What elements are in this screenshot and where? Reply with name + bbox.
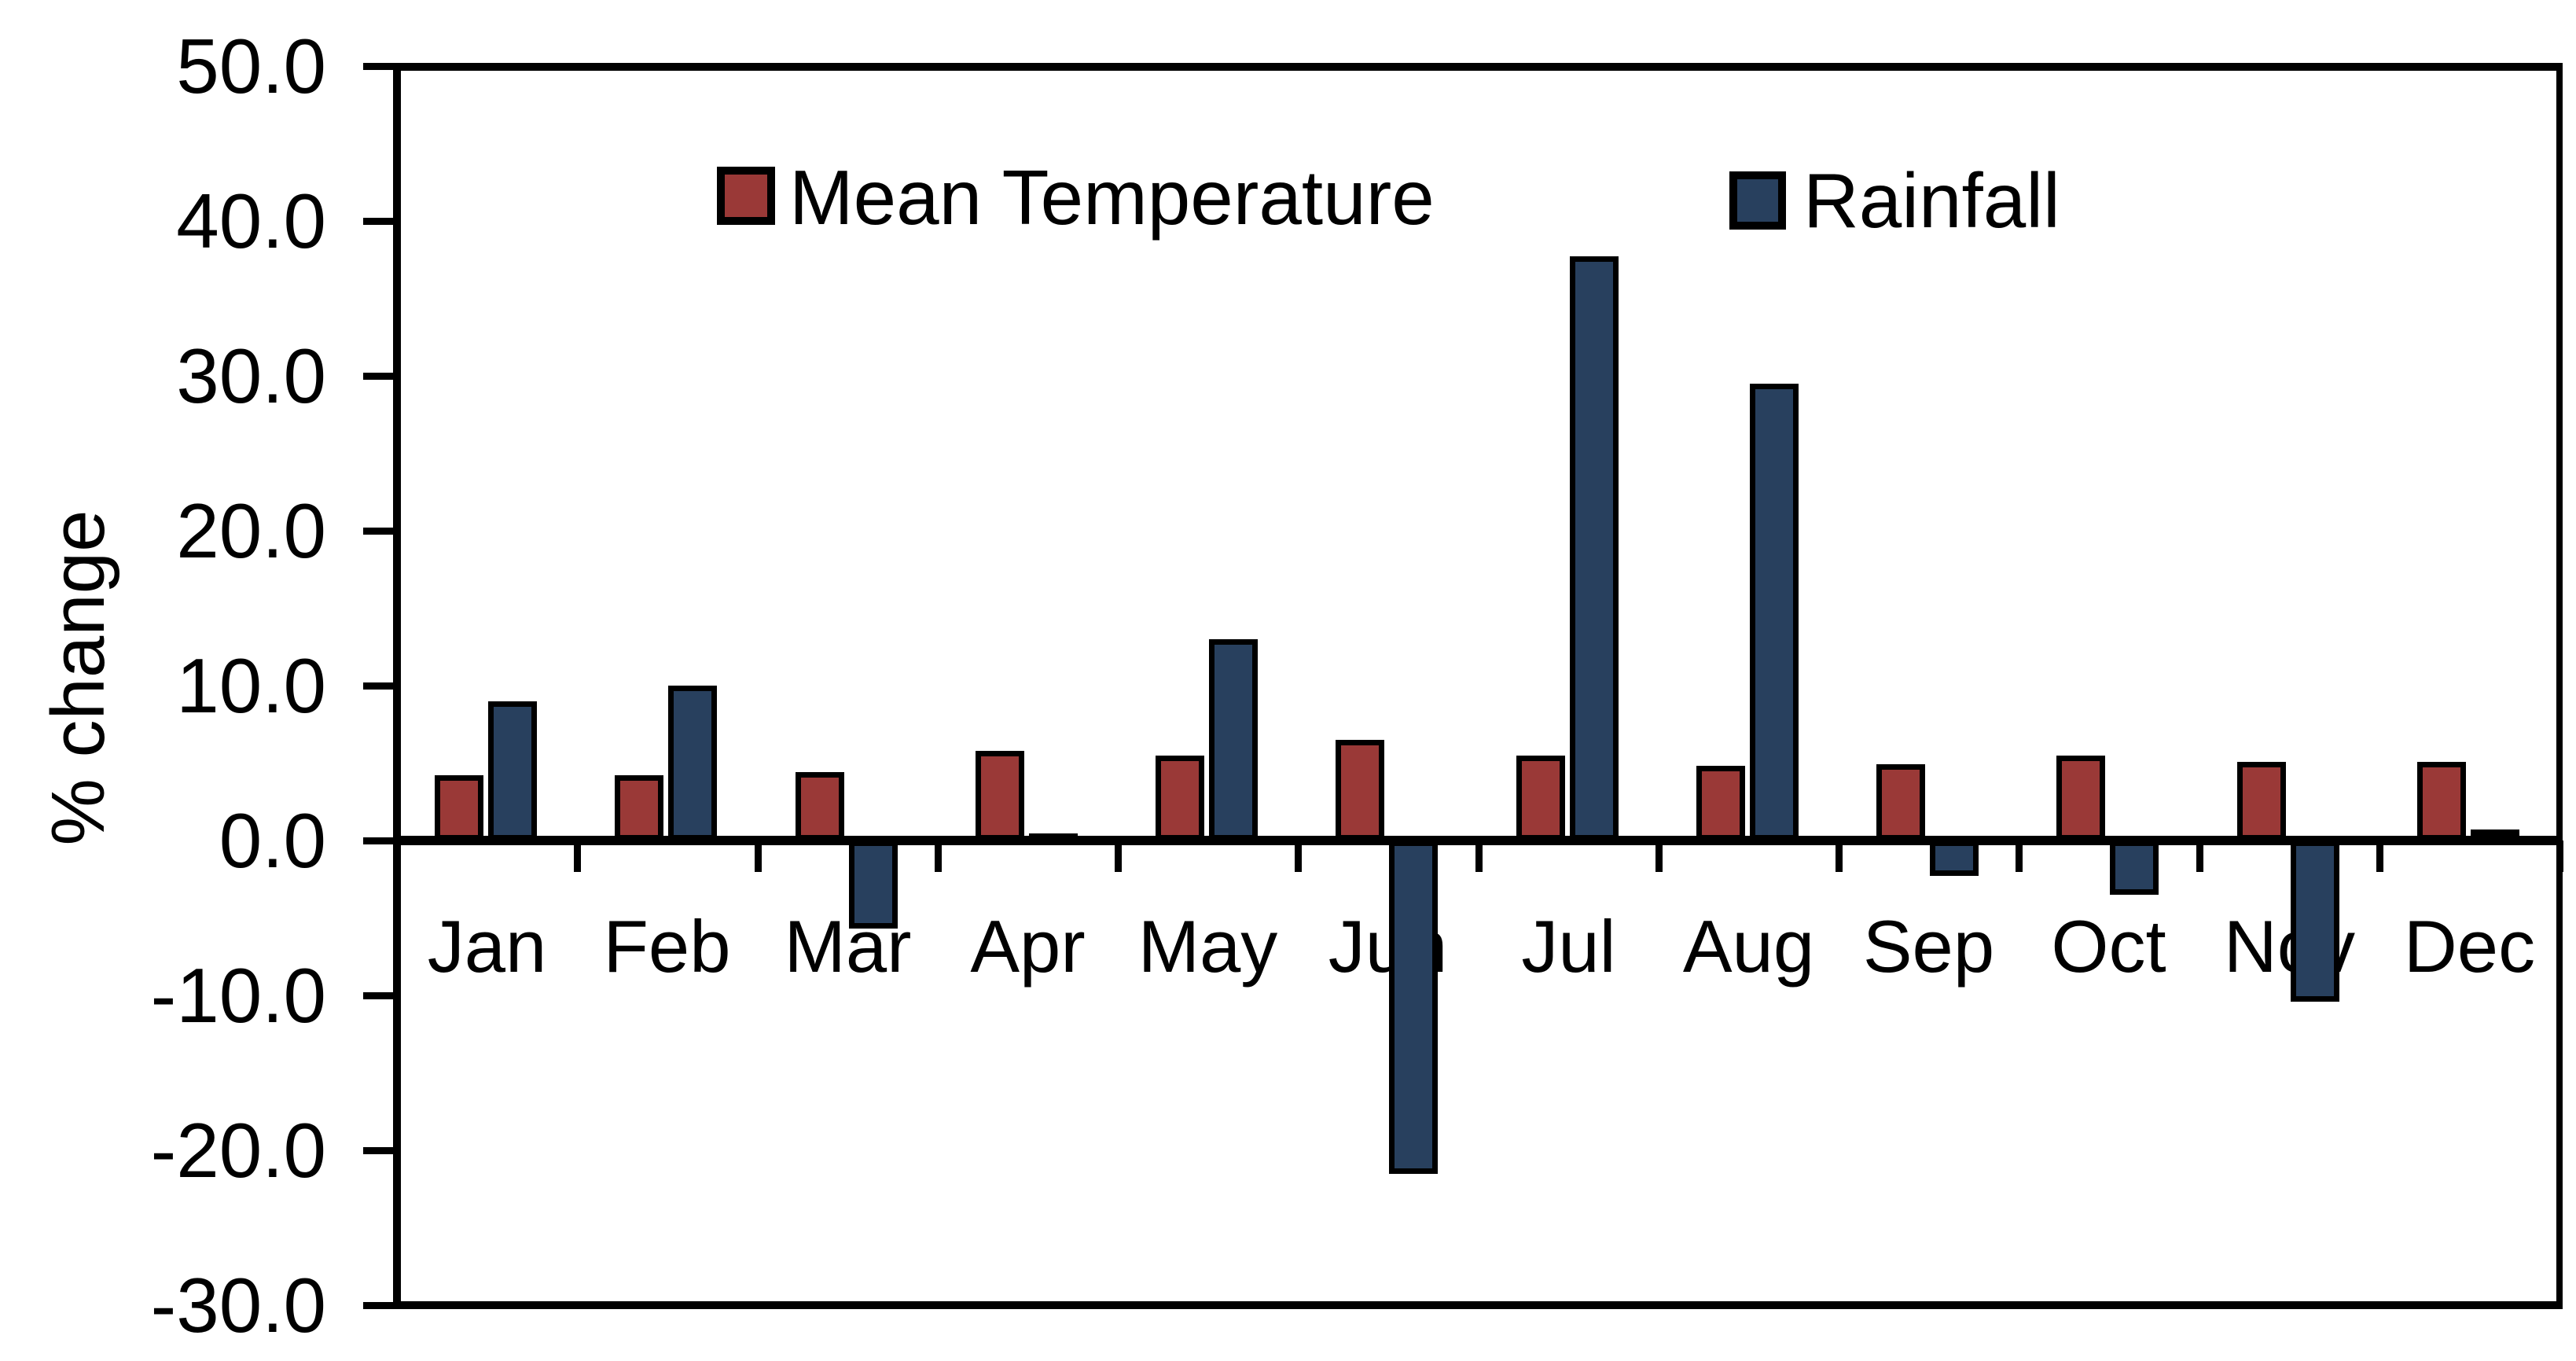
y-tick [363,1302,397,1309]
y-tick [363,373,397,380]
x-tick [1836,841,1843,872]
bar-rainfall-feb [668,686,717,841]
bar-rainfall-mar [849,841,898,929]
bar-rainfall-sep [1930,841,1979,876]
bar-mean-temperature-jun [1336,740,1384,841]
y-tick [363,218,397,225]
x-category-label: Aug [1682,905,1815,988]
x-tick [2376,841,2383,872]
y-tick-label: 20.0 [176,487,326,574]
bar-rainfall-may [1209,639,1258,841]
x-category-label: Apr [970,905,1086,988]
bar-mean-temperature-sep [1876,764,1925,841]
y-tick-label: 40.0 [176,178,326,264]
x-tick [394,841,401,872]
y-tick [363,528,397,535]
y-tick-label: 10.0 [176,642,326,729]
bar-mean-temperature-jan [435,775,483,841]
x-tick [2016,841,2023,872]
bar-mean-temperature-nov [2237,762,2286,841]
x-tick [2196,841,2203,872]
y-tick [363,1147,397,1154]
x-category-label: Feb [603,905,731,988]
x-category-label: Dec [2403,905,2536,988]
x-category-label: Oct [2051,905,2166,988]
y-axis-line [393,63,401,1309]
x-tick [1115,841,1122,872]
y-tick [363,837,397,844]
bar-rainfall-nov [2291,841,2339,1002]
bar-mean-temperature-dec [2417,762,2466,841]
bar-rainfall-jul [1570,256,1619,841]
x-category-label: Jun [1328,905,1448,988]
x-category-label: Mar [784,905,912,988]
plot-bottom-border [393,1301,2563,1309]
y-tick-label: 30.0 [176,333,326,419]
x-category-label: Jul [1521,905,1616,988]
bar-mean-temperature-may [1156,756,1204,841]
plot-right-border [2556,63,2563,1309]
plot-top-border [393,63,2563,71]
legend-swatch-rainfall [1729,171,1786,230]
x-category-label: Jan [427,905,547,988]
x-tick [1295,841,1302,872]
bar-mean-temperature-aug [1696,766,1745,841]
x-tick [755,841,762,872]
y-tick [363,682,397,690]
x-tick [1655,841,1663,872]
y-tick-label: -30.0 [150,1262,326,1348]
bar-mean-temperature-jul [1516,756,1565,841]
bar-rainfall-oct [2110,841,2159,895]
x-tick [935,841,942,872]
y-tick-label: 50.0 [176,23,326,109]
y-tick-label: 0.0 [219,797,326,884]
bar-mean-temperature-mar [796,772,844,841]
legend-label-rainfall: Rainfall [1803,157,2060,244]
x-category-label: Sep [1862,905,1995,988]
bar-rainfall-jan [488,701,537,841]
bar-mean-temperature-oct [2056,756,2105,841]
y-tick [363,63,397,70]
y-tick [363,992,397,999]
bar-mean-temperature-feb [615,775,663,841]
x-tick [1475,841,1483,872]
x-category-label: May [1137,905,1278,988]
y-tick-label: -10.0 [150,952,326,1039]
bar-rainfall-jun [1389,841,1438,1174]
y-tick-label: -20.0 [150,1107,326,1194]
bar-mean-temperature-apr [976,751,1024,841]
legend-label-mean-temperature: Mean Temperature [789,154,1435,241]
bar-rainfall-aug [1750,384,1799,841]
x-tick [574,841,581,872]
legend-swatch-mean-temperature [717,167,775,225]
x-category-label: Nov [2223,905,2356,988]
x-tick [2556,841,2563,872]
